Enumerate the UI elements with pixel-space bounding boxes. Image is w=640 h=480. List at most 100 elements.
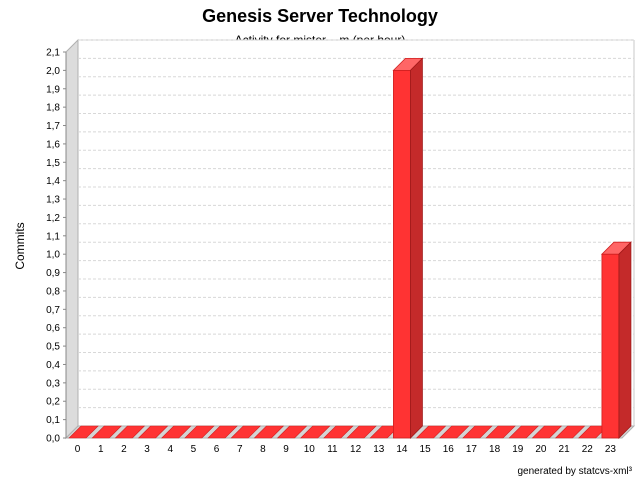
x-axis: 0 1 2 3 4 5 6 7 8 9 10 11 12 13 14 15 16 17 18 19 20 21 22 23 [75, 444, 617, 455]
y-tick-label: 0,8 [46, 286, 60, 297]
bar-zero [415, 425, 447, 439]
bar-zero [346, 425, 377, 439]
y-tick-label: 1,8 [46, 103, 60, 114]
bar-front [393, 69, 411, 439]
x-tick-label: 17 [466, 444, 478, 455]
generator-note: generated by statcvs-xml³ [517, 466, 633, 477]
bar [91, 425, 122, 439]
x-tick-label: 3 [144, 444, 150, 455]
y-tick-label: 0,6 [46, 323, 60, 334]
bar [300, 425, 331, 439]
x-tick-label: 6 [214, 444, 220, 455]
y-tick-label: 0,0 [46, 434, 60, 445]
x-tick-label: 10 [304, 444, 316, 455]
x-tick-label: 18 [489, 444, 501, 455]
bar [346, 425, 377, 439]
y-tick-label: 1,0 [46, 250, 60, 261]
x-tick-label: 2 [121, 444, 127, 455]
y-tick-label: 1,7 [46, 121, 60, 132]
y-tick-label: 0,9 [46, 268, 60, 279]
x-tick-label: 0 [75, 444, 81, 455]
bar [207, 425, 238, 439]
bar [276, 425, 308, 439]
gridlines [78, 39, 634, 409]
x-tick-label: 1 [98, 444, 104, 455]
chart-title: Genesis Server Technology [202, 6, 438, 26]
x-tick-label: 22 [582, 444, 594, 455]
x-tick-label: 21 [559, 444, 571, 455]
bar-zero [207, 425, 238, 439]
bar-zero [68, 425, 99, 439]
y-tick-label: 0,1 [46, 415, 60, 426]
bar [392, 57, 424, 439]
bar-zero [462, 425, 493, 439]
bar [114, 425, 146, 439]
bar-zero [439, 425, 470, 439]
bar-zero [230, 425, 261, 439]
y-axis-label: Commits [13, 222, 27, 269]
bar-zero [531, 425, 563, 439]
x-tick-label: 13 [373, 444, 385, 455]
x-tick-label: 8 [260, 444, 266, 455]
bar-zero [276, 425, 308, 439]
y-tick-label: 0,5 [46, 342, 60, 353]
bar [184, 425, 215, 439]
x-tick-label: 7 [237, 444, 243, 455]
x-tick-label: 14 [396, 444, 408, 455]
bar [137, 425, 169, 439]
bar [230, 425, 261, 439]
plot-background [64, 38, 636, 440]
bar [323, 425, 354, 439]
back-wall [66, 40, 634, 438]
bar-zero [161, 425, 192, 439]
x-tick-label: 20 [535, 444, 547, 455]
bars [68, 57, 632, 439]
bar-zero [184, 425, 215, 439]
y-tick-label: 0,7 [46, 305, 60, 316]
x-tick-label: 5 [191, 444, 197, 455]
bar-zero [114, 425, 146, 439]
bar-side [410, 57, 423, 439]
bar [554, 425, 586, 439]
y-tick-label: 1,9 [46, 84, 60, 95]
bar-zero [300, 425, 331, 439]
x-tick-label: 19 [512, 444, 524, 455]
y-tick-label: 1,4 [46, 176, 60, 187]
bar [485, 425, 516, 439]
bar-side [618, 241, 632, 439]
bar-zero [508, 425, 539, 439]
bar [508, 425, 539, 439]
y-tick-label: 0,4 [46, 360, 60, 371]
y-tick-label: 1,1 [46, 231, 60, 242]
y-tick-label: 2,0 [46, 66, 60, 77]
x-tick-label: 16 [443, 444, 455, 455]
y-tick-label: 1,5 [46, 158, 60, 169]
y-tick-label: 1,3 [46, 195, 60, 206]
bar [439, 425, 470, 439]
bar-zero [323, 425, 354, 439]
bar [531, 425, 563, 439]
y-tick-label: 0,2 [46, 397, 60, 408]
x-tick-label: 23 [605, 444, 617, 455]
x-tick-label: 11 [327, 444, 338, 455]
bar-zero [253, 425, 285, 439]
bar [415, 425, 447, 439]
x-tick-label: 12 [350, 444, 362, 455]
bar [600, 241, 632, 439]
bar [462, 425, 493, 439]
x-tick-label: 15 [420, 444, 432, 455]
y-axis: 0,0 0,1 0,2 0,3 0,4 0,5 0,6 0,7 0,8 0,9 1,0 1,1 1,2 1… [46, 48, 67, 445]
bar-zero [91, 425, 122, 439]
side-wall [65, 38, 79, 440]
bar-front [601, 253, 620, 439]
x-tick-label: 9 [283, 444, 289, 455]
bar-zero [137, 425, 169, 439]
bar [68, 425, 99, 439]
y-tick-label: 1,6 [46, 139, 60, 150]
x-tick-label: 4 [167, 444, 173, 455]
bar [161, 425, 192, 439]
bar-zero [554, 425, 586, 439]
y-tick-label: 2,1 [46, 48, 60, 59]
y-tick-label: 1,2 [46, 213, 60, 224]
